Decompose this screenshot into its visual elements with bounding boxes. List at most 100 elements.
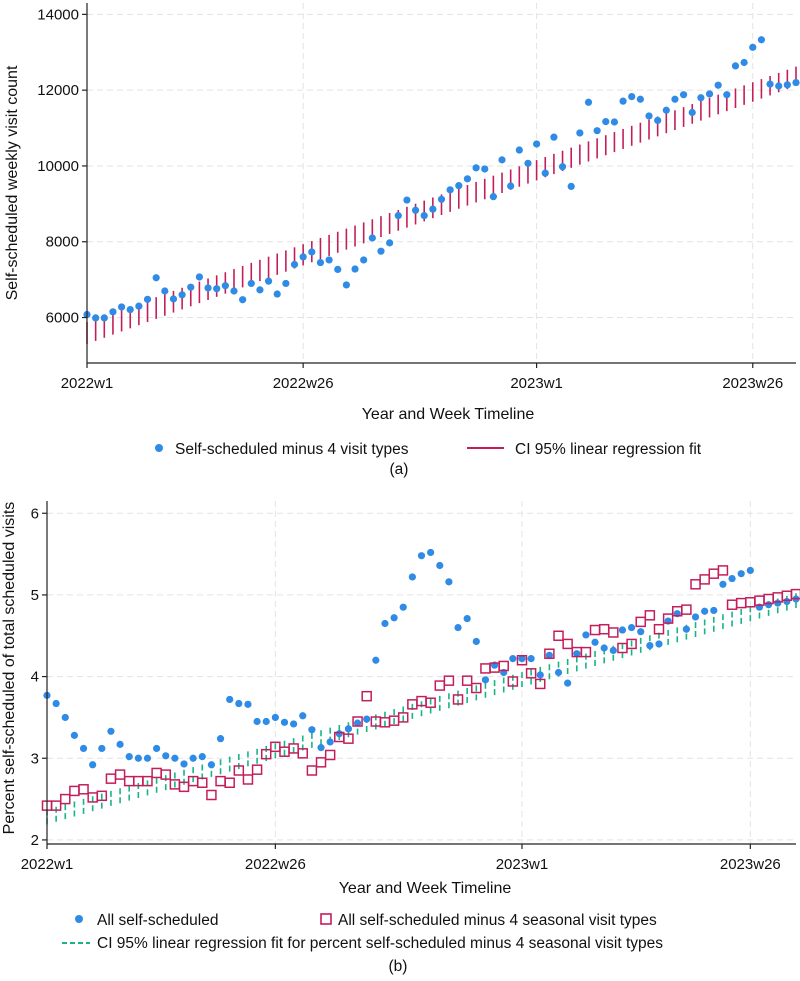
data-point	[195, 273, 204, 281]
y-ticks-b: 2 3 4 5 6	[31, 505, 47, 849]
data-points-b	[43, 548, 800, 769]
data-point	[731, 62, 740, 70]
square-point	[315, 757, 327, 768]
data-point	[408, 573, 416, 581]
chart-b: 2 3 4 5 6 2022w1 2022w26 2023w1 2023w26 Year an…	[1, 501, 800, 975]
data-point	[207, 761, 216, 769]
x-tick-label: 2023w1	[510, 375, 563, 392]
square-point	[635, 616, 646, 628]
data-point	[420, 211, 428, 220]
data-point	[740, 58, 748, 67]
data-point	[710, 606, 718, 615]
data-point	[143, 295, 152, 303]
data-point	[584, 98, 593, 106]
gridlines-b	[46, 501, 796, 844]
square-point	[644, 610, 656, 621]
square-point	[790, 588, 800, 600]
data-point	[417, 552, 426, 560]
gridlines-a	[86, 3, 796, 363]
data-points-a	[83, 36, 800, 322]
data-point	[701, 607, 709, 615]
square-point	[361, 690, 372, 702]
square-point	[306, 765, 318, 776]
data-point	[280, 718, 289, 726]
square-point	[242, 774, 254, 785]
data-point	[576, 129, 584, 137]
data-point	[573, 650, 581, 658]
data-point	[153, 744, 161, 753]
data-point	[230, 287, 238, 295]
square-point	[96, 790, 108, 802]
x-tick-label: 2022w1	[61, 375, 114, 392]
data-point	[437, 195, 446, 203]
y-axis-title-b: Percent self-scheduled of total schedule…	[1, 502, 18, 835]
data-point	[619, 97, 627, 105]
square-point	[425, 697, 436, 708]
data-point	[325, 256, 333, 264]
data-point	[582, 631, 590, 639]
square-point	[50, 800, 62, 811]
data-point	[737, 570, 745, 578]
data-point	[427, 548, 435, 557]
data-point	[792, 78, 800, 87]
data-point	[554, 668, 563, 677]
square-point	[553, 630, 564, 641]
data-point	[527, 655, 535, 663]
data-point	[654, 116, 662, 125]
data-point	[213, 285, 221, 293]
data-point	[454, 623, 462, 632]
square-point	[507, 676, 519, 687]
data-point	[550, 133, 558, 141]
data-point	[253, 717, 261, 726]
square-points-b	[41, 565, 800, 811]
data-point	[70, 731, 79, 739]
square-point	[452, 694, 464, 705]
data-point	[558, 163, 567, 171]
y-ticks-a: 6000 8000 10000 12000 14000	[37, 6, 87, 327]
data-point	[682, 625, 690, 633]
legend-dot-marker-b	[75, 915, 83, 923]
data-point	[411, 206, 420, 214]
data-point	[152, 274, 160, 282]
data-point	[655, 640, 663, 648]
legend-square-marker-b	[320, 913, 332, 925]
data-point	[377, 247, 385, 255]
data-point	[282, 279, 290, 288]
data-point	[600, 644, 608, 652]
data-point	[591, 638, 599, 646]
data-point	[273, 290, 281, 298]
data-point	[187, 283, 195, 291]
data-point	[98, 744, 106, 753]
data-point	[509, 655, 517, 663]
legend-label-ci-b: CI 95% linear regression fit for percent…	[97, 935, 663, 952]
square-point	[142, 775, 153, 787]
y-tick-label: 2	[31, 832, 39, 849]
data-point	[134, 754, 142, 762]
data-point	[446, 186, 454, 194]
square-point	[699, 574, 710, 585]
square-point	[114, 769, 126, 780]
x-tick-label: 2023w26	[720, 856, 781, 873]
data-point	[602, 118, 610, 126]
y-tick-label: 6000	[46, 310, 79, 327]
x-tick-label: 2022w26	[273, 375, 334, 392]
x-ticks-b: 2022w1 2022w26 2023w1 2023w26	[21, 844, 781, 873]
data-point	[116, 740, 124, 748]
x-tick-label: 2023w26	[722, 375, 783, 392]
square-point	[562, 638, 573, 650]
data-point	[536, 671, 544, 679]
y-tick-label: 6	[31, 505, 39, 522]
x-tick-label: 2022w1	[21, 856, 74, 873]
x-axis-title-b: Year and Week Timeline	[339, 880, 512, 897]
data-point	[394, 211, 402, 220]
data-point	[627, 623, 636, 632]
data-point	[783, 81, 791, 89]
data-point	[169, 295, 178, 303]
data-point	[688, 108, 696, 117]
data-point	[316, 258, 325, 267]
data-point	[244, 700, 252, 708]
square-point	[60, 793, 71, 805]
square-point	[352, 716, 363, 727]
y-tick-label: 14000	[37, 6, 79, 23]
data-point	[697, 94, 705, 102]
